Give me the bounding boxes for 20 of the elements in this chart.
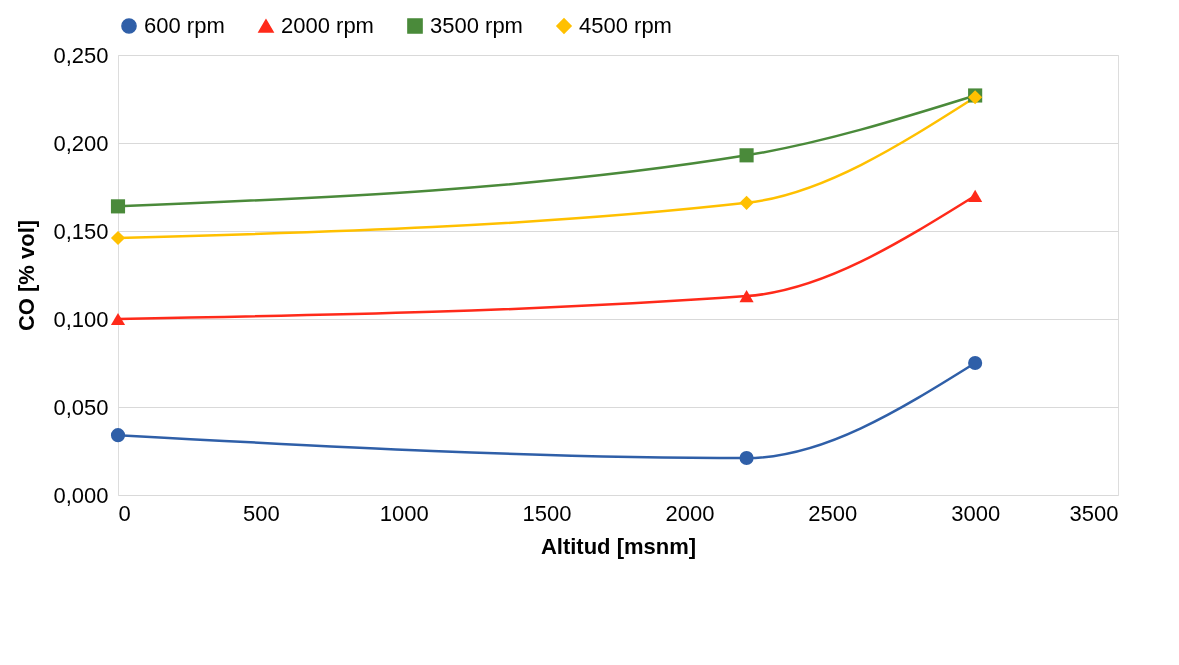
x-tick-label: 2000: [665, 500, 715, 526]
y-tick-label: 0,100: [53, 306, 109, 332]
x-tick-label: 1000: [379, 500, 429, 526]
y-tick-label: 0,050: [53, 394, 109, 420]
legend-label: 2000 rpm: [281, 13, 374, 38]
x-tick-label: 3000: [951, 500, 1001, 526]
y-tick-label: 0,150: [53, 218, 109, 244]
x-tick-label: 3500: [1069, 500, 1119, 526]
x-tick-label: 500: [243, 500, 280, 526]
x-tick-label: 0: [118, 500, 131, 526]
y-tick-label: 0,200: [53, 130, 109, 156]
x-tick-label: 2500: [808, 500, 858, 526]
legend-label: 3500 rpm: [430, 13, 523, 38]
x-axis-title: Altitud [msnm]: [540, 533, 697, 559]
legend-label: 4500 rpm: [579, 13, 672, 38]
legend-label: 600 rpm: [144, 13, 225, 38]
y-tick-label: 0,250: [53, 42, 109, 68]
x-tick-label: 1500: [522, 500, 572, 526]
y-tick-label: 0,000: [53, 482, 109, 508]
y-axis-title: CO [% vol]: [14, 219, 40, 332]
